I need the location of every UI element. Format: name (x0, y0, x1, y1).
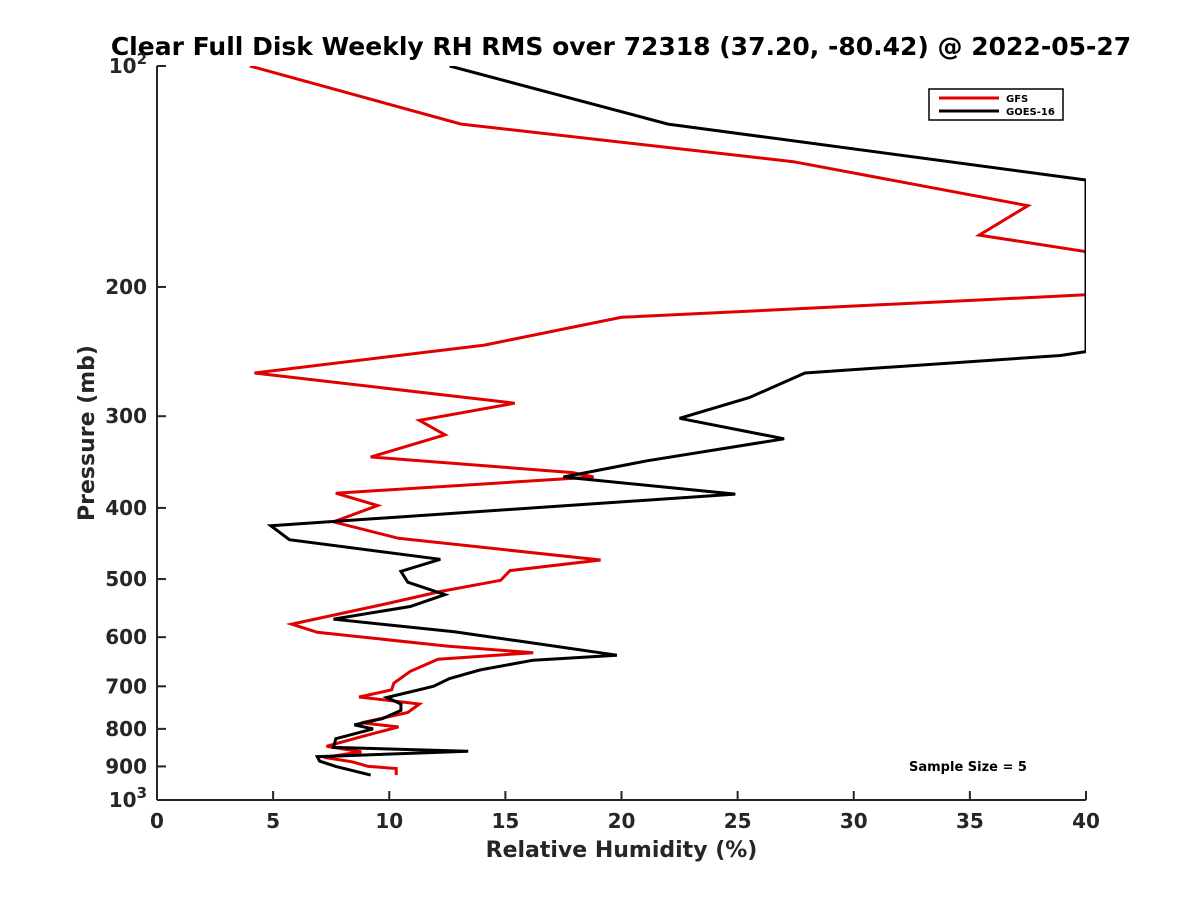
x-tick-label: 35 (956, 809, 984, 833)
legend: GFS GOES-16 (928, 88, 1064, 121)
chart-title: Clear Full Disk Weekly RH RMS over 72318… (111, 32, 1131, 61)
plot-area: 0 5 10 15 20 25 30 35 40 102 200 300 400 500 600 700 80… (105, 50, 1100, 833)
x-tick-label: 40 (1072, 809, 1100, 833)
legend-box (928, 88, 1064, 121)
x-tick-label: 5 (266, 809, 280, 833)
y-tick-label: 103 (109, 784, 147, 812)
x-tick-label: 20 (608, 809, 636, 833)
y-tick-label: 900 (105, 754, 147, 778)
y-axis-ticks: 102 200 300 400 500 600 700 800 900 103 (105, 50, 166, 812)
x-tick-label: 0 (150, 809, 164, 833)
x-tick-label: 10 (375, 809, 403, 833)
y-tick-label: 700 (105, 674, 147, 698)
legend-label: GFS (1006, 94, 1028, 105)
x-tick-label: 15 (491, 809, 519, 833)
plot-background (157, 66, 1086, 800)
legend-items: GFS GOES-16 (939, 94, 1055, 118)
y-tick-label: 300 (105, 404, 147, 428)
series-line-goes-16 (266, 66, 1086, 777)
y-tick-label: 200 (105, 275, 147, 299)
y-axis-label: Pressure (mb) (75, 345, 100, 521)
y-tick-label: 500 (105, 567, 147, 591)
series-line-gfs (249, 66, 1086, 776)
x-axis-ticks: 0 5 10 15 20 25 30 35 40 (150, 791, 1100, 833)
x-tick-label: 25 (724, 809, 752, 833)
sample-size-annotation: Sample Size = 5 (909, 760, 1027, 775)
legend-label: GOES-16 (1006, 107, 1055, 118)
x-axis-label: Relative Humidity (%) (486, 838, 758, 863)
y-tick-label: 400 (105, 496, 147, 520)
y-tick-label: 102 (109, 50, 147, 78)
series-layer (249, 66, 1086, 777)
y-tick-label: 600 (105, 625, 147, 649)
x-tick-label: 30 (840, 809, 868, 833)
y-tick-label: 800 (105, 717, 147, 741)
